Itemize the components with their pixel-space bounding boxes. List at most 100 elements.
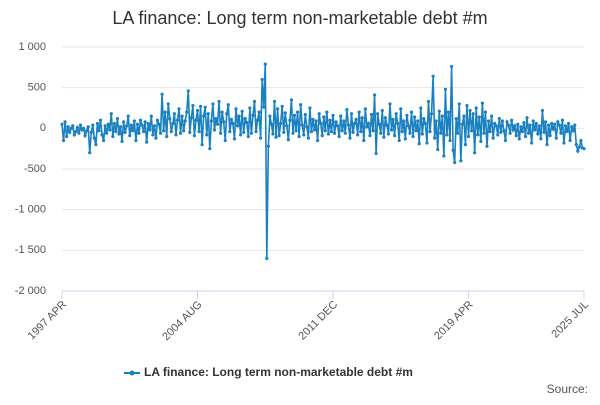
data-point: [503, 138, 508, 143]
data-point: [65, 134, 69, 139]
data-point: [323, 129, 327, 133]
data-point: [188, 130, 192, 134]
data-point: [416, 119, 420, 123]
data-point: [542, 130, 546, 134]
data-point: [399, 107, 403, 111]
data-point: [402, 119, 406, 123]
data-point: [182, 129, 186, 133]
data-point: [206, 112, 210, 116]
data-point: [576, 149, 580, 153]
data-point: [271, 132, 275, 136]
data-point: [180, 114, 184, 118]
legend-marker: [129, 370, 135, 376]
data-point: [288, 118, 292, 122]
data-point: [277, 134, 281, 138]
data-point: [154, 136, 158, 140]
data-point: [266, 144, 270, 148]
data-point: [109, 112, 113, 116]
data-point: [523, 134, 528, 139]
data-point: [409, 110, 414, 114]
data-point: [466, 134, 471, 139]
data-point: [255, 118, 260, 122]
data-point: [443, 87, 448, 91]
x-tick-label: 2011 DEC: [296, 299, 340, 343]
data-point: [371, 129, 375, 133]
data-point: [496, 133, 500, 137]
data-point: [246, 134, 250, 139]
data-point: [474, 106, 478, 110]
data-point: [383, 116, 387, 120]
data-point: [339, 114, 343, 118]
data-point: [537, 124, 541, 128]
data-point: [74, 129, 78, 134]
data-point: [394, 112, 398, 116]
y-tick-label: 500: [28, 82, 46, 94]
data-point: [280, 104, 284, 108]
data-point: [319, 121, 323, 126]
data-point: [245, 121, 249, 125]
data-point: [425, 141, 429, 145]
data-point: [439, 131, 443, 135]
data-point: [126, 114, 130, 118]
data-point: [343, 131, 347, 135]
data-point: [61, 138, 66, 143]
data-point: [112, 121, 116, 126]
data-point: [530, 141, 534, 145]
data-point: [499, 130, 503, 134]
data-point: [400, 129, 404, 134]
data-point: [411, 134, 415, 139]
data-point: [567, 121, 571, 126]
data-point: [162, 129, 166, 133]
data-point: [565, 129, 569, 134]
data-point: [377, 122, 381, 126]
data-point: [448, 138, 452, 143]
data-point: [211, 102, 215, 106]
data-point: [302, 133, 306, 137]
data-point: [262, 105, 266, 109]
data-point: [539, 137, 543, 141]
data-point: [506, 123, 511, 127]
data-point: [155, 118, 160, 122]
data-point: [177, 107, 181, 111]
data-point: [205, 133, 209, 137]
data-point: [459, 159, 463, 163]
data-point: [91, 123, 95, 127]
data-point: [368, 134, 372, 138]
data-point: [143, 120, 147, 124]
data-point: [419, 106, 423, 110]
data-point: [336, 124, 340, 128]
data-point: [453, 160, 457, 165]
data-point: [380, 108, 384, 113]
series-line: [61, 64, 585, 259]
data-point: [174, 133, 178, 137]
data-point: [528, 123, 532, 127]
data-point: [295, 110, 300, 114]
data-point: [493, 121, 497, 126]
data-point: [131, 129, 135, 133]
data-point: [226, 103, 230, 107]
data-point: [172, 112, 177, 116]
data-point: [337, 134, 341, 139]
data-point: [214, 116, 218, 121]
data-point: [86, 125, 90, 129]
data-point: [158, 131, 163, 135]
data-point: [123, 130, 127, 134]
data-point: [106, 122, 110, 126]
data-point: [60, 122, 64, 126]
data-point: [306, 136, 310, 140]
y-tick-label: -500: [24, 163, 46, 175]
data-point: [433, 136, 437, 140]
data-point: [200, 143, 204, 147]
data-point: [579, 138, 583, 143]
data-point: [354, 117, 358, 121]
data-point: [243, 116, 247, 121]
data-point: [483, 110, 488, 114]
data-point: [490, 114, 494, 118]
data-point: [405, 113, 409, 117]
data-point: [160, 92, 164, 96]
x-tick-label: 2004 AUG: [160, 299, 204, 343]
data-point: [571, 129, 575, 133]
data-point: [317, 112, 321, 116]
data-point: [309, 129, 314, 134]
y-tick-label: -2 000: [15, 285, 46, 297]
